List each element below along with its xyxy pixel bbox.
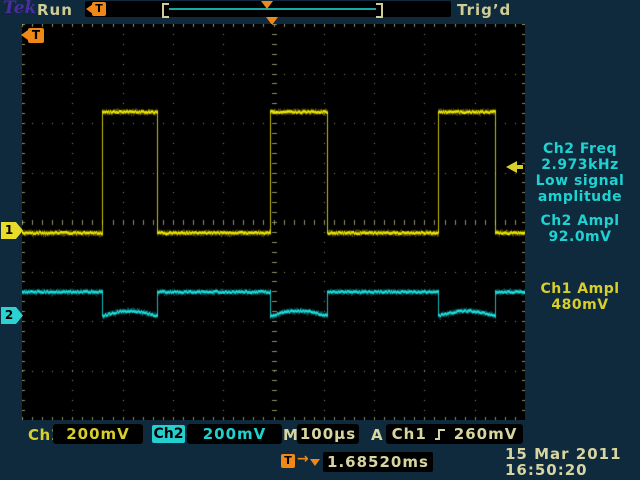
record-position-triangle-icon: [261, 1, 273, 9]
trigger-level-arrow-tail: [517, 165, 523, 169]
time-text: 16:50:20: [505, 461, 588, 479]
delay-readout: 1.68520ms: [323, 452, 433, 472]
trigger-position-triangle-icon: [266, 17, 278, 25]
offscreen-trigger-arrow-icon: [21, 30, 28, 40]
trigger-readout: Ch1 260mV: [386, 424, 523, 444]
offscreen-trigger-flag-icon: T: [28, 28, 44, 43]
date-text: 15 Mar 2011: [505, 445, 622, 463]
trigger-source: Ch1: [391, 425, 427, 443]
trigger-level-arrow-icon: [506, 161, 524, 173]
trigger-level-value: 260mV: [453, 425, 518, 443]
ch1-ampl-label: Ch1 Ampl: [540, 281, 620, 297]
ch2-freq-warning-line1: Low signal: [535, 173, 625, 189]
record-window-right-bracket: [376, 3, 383, 18]
ch1-reference-marker: 1: [1, 222, 23, 239]
datetime-readout: 15 Mar 2011 16:50:20: [505, 446, 640, 478]
record-window-left-bracket: [162, 3, 169, 18]
timebase-readout: 100µs: [297, 424, 359, 444]
ch2-freq-label: Ch2 Freq: [543, 141, 617, 157]
rising-edge-icon: [434, 428, 445, 440]
delay-arrow-icon: →: [297, 451, 309, 467]
delay-t-flag-icon: T: [281, 454, 295, 468]
delay-triangle-icon: [310, 459, 320, 466]
ch2-reference-marker: 2: [1, 307, 23, 324]
ch1-label: Ch1: [28, 426, 62, 444]
record-trigger-arrow-icon: [86, 4, 93, 14]
ch2-freq-readout: Ch2 Freq 2.973kHz Low signal amplitude: [522, 141, 638, 205]
tek-logo: Tek: [3, 0, 37, 18]
ch2-ampl-value: 92.0mV: [548, 229, 612, 245]
ch2-ampl-readout: Ch2 Ampl 92.0mV: [522, 213, 638, 245]
main-timebase-label: M: [283, 426, 299, 444]
ch2-scale-readout: 200mV: [187, 424, 282, 444]
ch1-ampl-value: 480mV: [551, 297, 609, 313]
graticule-area: T: [21, 24, 525, 420]
ch1-scale-readout: 200mV: [53, 424, 143, 444]
acquisition-status: Run: [37, 1, 73, 19]
ch2-ampl-label: Ch2 Ampl: [540, 213, 620, 229]
a-trigger-label: A: [371, 426, 384, 444]
record-window-line: [169, 8, 376, 10]
trigger-level-arrow-head: [506, 161, 517, 173]
ch2-freq-value: 2.973kHz: [541, 157, 619, 173]
ch2-selected-chip: Ch2: [152, 425, 185, 443]
waveform-canvas: [22, 24, 525, 420]
record-view-bar: T: [85, 1, 451, 18]
ch1-ampl-readout: Ch1 Ampl 480mV: [522, 281, 638, 313]
trigger-status: Trig’d: [457, 1, 512, 19]
ch2-freq-warning-line2: amplitude: [537, 189, 623, 205]
record-trigger-flag-icon: T: [92, 2, 106, 16]
